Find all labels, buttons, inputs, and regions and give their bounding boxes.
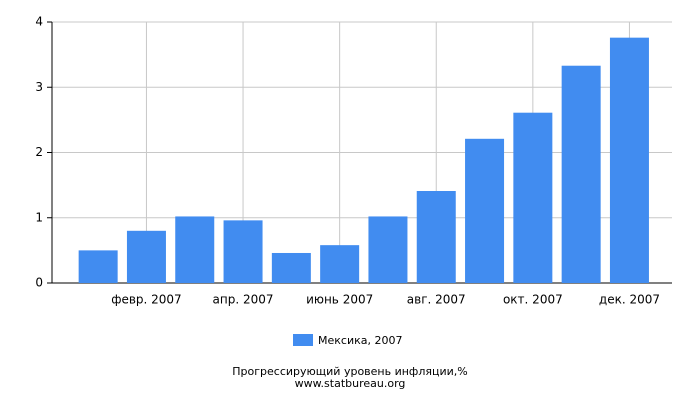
bar: [609, 37, 649, 283]
y-tick-label: 1: [35, 210, 43, 224]
bar: [513, 112, 553, 283]
x-tick-label: дек. 2007: [599, 293, 660, 307]
x-tick-label: февр. 2007: [111, 293, 182, 307]
bar: [271, 252, 311, 283]
bar: [465, 138, 505, 283]
chart-title: Прогрессирующий уровень инфляции,%: [232, 365, 467, 378]
y-tick-label: 2: [35, 145, 43, 159]
y-tick-label: 4: [35, 15, 43, 29]
bar: [126, 230, 166, 283]
bar: [175, 216, 215, 283]
x-tick-label: окт. 2007: [503, 293, 563, 307]
y-tick-label: 3: [35, 80, 43, 94]
bar: [78, 250, 118, 283]
bar: [223, 220, 263, 283]
x-tick-label: авг. 2007: [407, 293, 466, 307]
bar: [320, 245, 360, 283]
legend-swatch: [293, 334, 313, 346]
chart-subtitle: www.statbureau.org: [295, 377, 406, 390]
bar: [416, 190, 456, 283]
y-tick-label: 0: [35, 276, 43, 290]
legend-label: Мексика, 2007: [318, 334, 402, 347]
bar: [561, 65, 601, 283]
bar: [368, 216, 408, 283]
x-tick-label: июнь 2007: [306, 293, 373, 307]
x-tick-label: апр. 2007: [213, 293, 274, 307]
